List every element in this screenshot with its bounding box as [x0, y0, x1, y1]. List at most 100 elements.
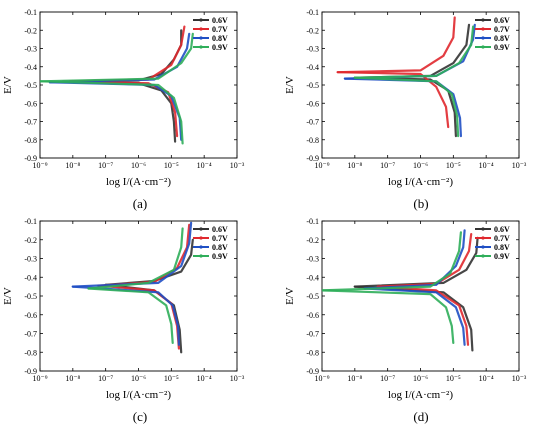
y-tick-label: -0.6: [306, 99, 319, 108]
y-tick-label: -0.3: [24, 255, 37, 264]
y-tick-label: -0.6: [24, 311, 37, 320]
x-tick-label: 10⁻⁸: [65, 161, 80, 170]
legend-label: 0.6V: [494, 225, 510, 234]
x-tick-label: 10⁻⁵: [164, 374, 179, 383]
y-tick-label: -0.9: [24, 154, 37, 163]
x-tick-label: 10⁻⁹: [314, 374, 329, 383]
plot-frame: [321, 220, 520, 372]
y-tick-label: -0.6: [24, 99, 37, 108]
panel-caption: (d): [413, 409, 428, 424]
x-tick-label: 10⁻⁷: [98, 374, 113, 383]
series-line-0-7V-2: [97, 223, 191, 287]
legend-label: 0.6V: [212, 225, 228, 234]
plot-frame: [321, 11, 520, 159]
chart-panel-3: 10⁻⁹ 10⁻⁸ 10⁻⁷ 10⁻⁶ 10⁻⁵ 10⁻⁴ 10⁻³ -0.9 -0.8 -0.7…: [2, 217, 245, 424]
x-tick-label: 10⁻⁷: [380, 161, 395, 170]
y-tick-label: -0.5: [306, 81, 319, 90]
x-axis-title: log I/(A·cm⁻²): [388, 176, 453, 188]
y-tick-label: -0.2: [306, 236, 319, 245]
series-group: [322, 229, 479, 352]
y-axis-title: E/V: [2, 287, 14, 305]
y-tick-label: -0.2: [306, 26, 319, 35]
y-tick-label: -0.5: [24, 81, 37, 90]
y-tick-label: -0.3: [306, 255, 319, 264]
series-line-0-9V-6: [87, 227, 184, 290]
y-tick-label: -0.2: [24, 26, 37, 35]
series-line-0-9V-7: [353, 76, 460, 138]
x-tick-label: 10⁻⁷: [380, 374, 395, 383]
x-tick-label: 10⁻⁹: [32, 374, 47, 383]
series-line-0-9V-7: [87, 287, 174, 344]
y-tick-label: -0.2: [24, 236, 37, 245]
series-line-0-9V-6: [40, 32, 194, 83]
y-tick-label: -0.4: [306, 273, 319, 282]
chart-panel-4: 10⁻⁹ 10⁻⁸ 10⁻⁷ 10⁻⁶ 10⁻⁵ 10⁻⁴ 10⁻³ -0.9 -0.8 -0.7…: [284, 217, 527, 424]
x-tick-label: 10⁻³: [512, 161, 527, 170]
x-axis-title: log I/(A·cm⁻²): [106, 389, 171, 401]
series-line-0-8V-4: [71, 221, 193, 288]
y-tick-label: -0.4: [24, 273, 37, 282]
legend-marker: [481, 45, 485, 49]
y-tick-label: -0.9: [306, 154, 319, 163]
legend-label: 0.7V: [212, 25, 228, 34]
series-line-0-9V-6: [353, 25, 475, 79]
legend-marker: [481, 18, 485, 22]
series-line-0-6V-1: [61, 80, 177, 143]
series-line-0-7V-3: [336, 71, 450, 129]
series-line-0-7V-3: [376, 285, 470, 346]
x-tick-label: 10⁻⁸: [347, 374, 362, 383]
x-tick-label: 10⁻³: [512, 374, 527, 383]
y-tick-label: -0.7: [24, 118, 37, 127]
y-tick-label: -0.8: [24, 136, 37, 145]
x-tick-label: 10⁻⁵: [164, 161, 179, 170]
legend-marker: [199, 18, 203, 22]
legend-label: 0.8V: [494, 34, 510, 43]
y-tick-label: -0.7: [306, 330, 319, 339]
y-tick-label: -0.5: [24, 292, 37, 301]
legend-marker: [481, 254, 485, 258]
series-line-0-8V-4: [363, 229, 466, 290]
y-tick-label: -0.9: [24, 367, 37, 376]
x-tick-label: 10⁻⁸: [347, 161, 362, 170]
legend-label: 0.8V: [494, 243, 510, 252]
legend-marker: [481, 236, 485, 240]
x-tick-label: 10⁻³: [230, 374, 245, 383]
x-tick-label: 10⁻⁵: [446, 161, 461, 170]
legend-label: 0.8V: [212, 243, 228, 252]
x-tick-label: 10⁻³: [230, 161, 245, 170]
legend-marker: [199, 236, 203, 240]
y-tick-label: -0.8: [24, 348, 37, 357]
x-tick-label: 10⁻⁹: [32, 161, 47, 170]
chart-panel-2: 10⁻⁹ 10⁻⁸ 10⁻⁷ 10⁻⁶ 10⁻⁵ 10⁻⁴ 10⁻³ -0.9 -0.8 -0.7…: [284, 8, 527, 211]
y-tick-label: -0.7: [306, 118, 319, 127]
series-line-0-7V-3: [97, 284, 180, 350]
legend-label: 0.9V: [212, 252, 228, 261]
series-line-0-7V-2: [336, 16, 456, 74]
legend-marker: [199, 45, 203, 49]
legend-label: 0.6V: [494, 16, 510, 25]
legend-marker: [481, 227, 485, 231]
legend-marker: [481, 245, 485, 249]
plot-frame: [39, 220, 238, 372]
x-tick-label: 10⁻⁶: [413, 374, 428, 383]
y-tick-label: -0.3: [306, 45, 319, 54]
y-axis-title: E/V: [284, 76, 296, 94]
x-tick-label: 10⁻⁴: [197, 374, 212, 383]
y-tick-label: -0.8: [306, 348, 319, 357]
series-line-0-8V-5: [48, 81, 183, 141]
y-tick-label: -0.9: [306, 367, 319, 376]
x-tick-label: 10⁻⁶: [131, 374, 146, 383]
legend-marker: [199, 245, 203, 249]
y-axis-title: E/V: [284, 287, 296, 305]
y-tick-label: -0.1: [306, 217, 319, 226]
legend-label: 0.9V: [494, 43, 510, 52]
series-line-0-9V-6: [322, 231, 462, 292]
x-tick-label: 10⁻⁵: [446, 374, 461, 383]
legend-marker: [199, 36, 203, 40]
series-line-0-8V-4: [48, 32, 191, 84]
legend-label: 0.8V: [212, 34, 228, 43]
y-tick-label: -0.1: [24, 8, 37, 17]
panel-caption: (b): [413, 196, 428, 211]
x-tick-label: 10⁻⁴: [197, 161, 212, 170]
y-tick-label: -0.7: [24, 330, 37, 339]
